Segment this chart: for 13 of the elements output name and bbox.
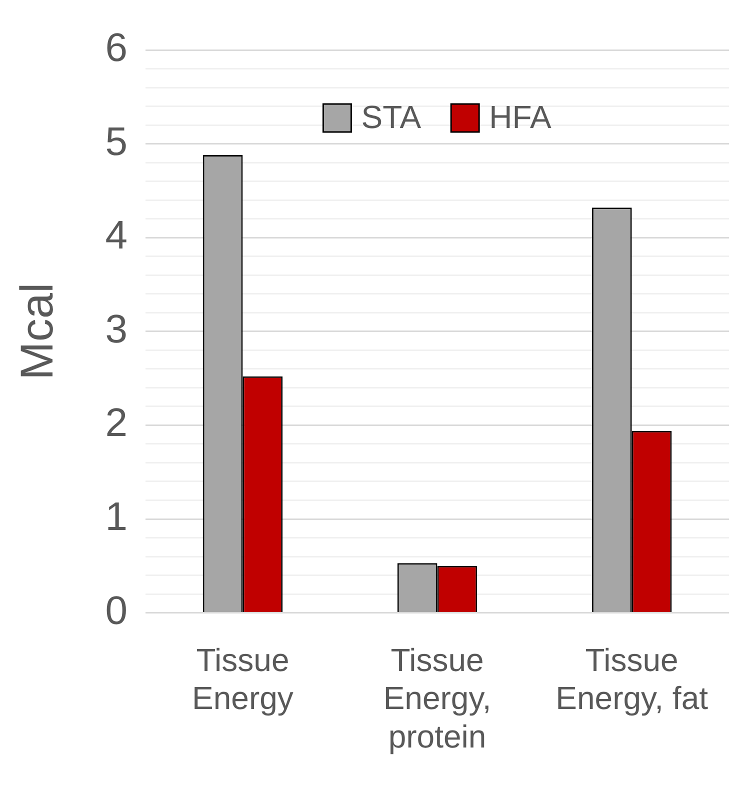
- x-tick-label: Tissue Energy, protein: [383, 642, 492, 755]
- y-tick-label: 0: [105, 588, 128, 633]
- y-tick-label: 1: [105, 495, 128, 540]
- legend-label: STA: [361, 98, 422, 135]
- x-tick-label: Tissue Energy, fat: [556, 642, 708, 716]
- y-tick-label: 3: [105, 307, 128, 352]
- legend-label: HFA: [489, 98, 552, 135]
- y-tick-label: 6: [105, 26, 128, 70]
- y-axis-title: Mcal: [10, 282, 62, 380]
- y-tick-label: 4: [105, 214, 128, 258]
- x-tick-label: Tissue Energy: [192, 642, 294, 716]
- y-tick-label: 2: [105, 401, 128, 446]
- y-tick-label: 5: [105, 120, 128, 164]
